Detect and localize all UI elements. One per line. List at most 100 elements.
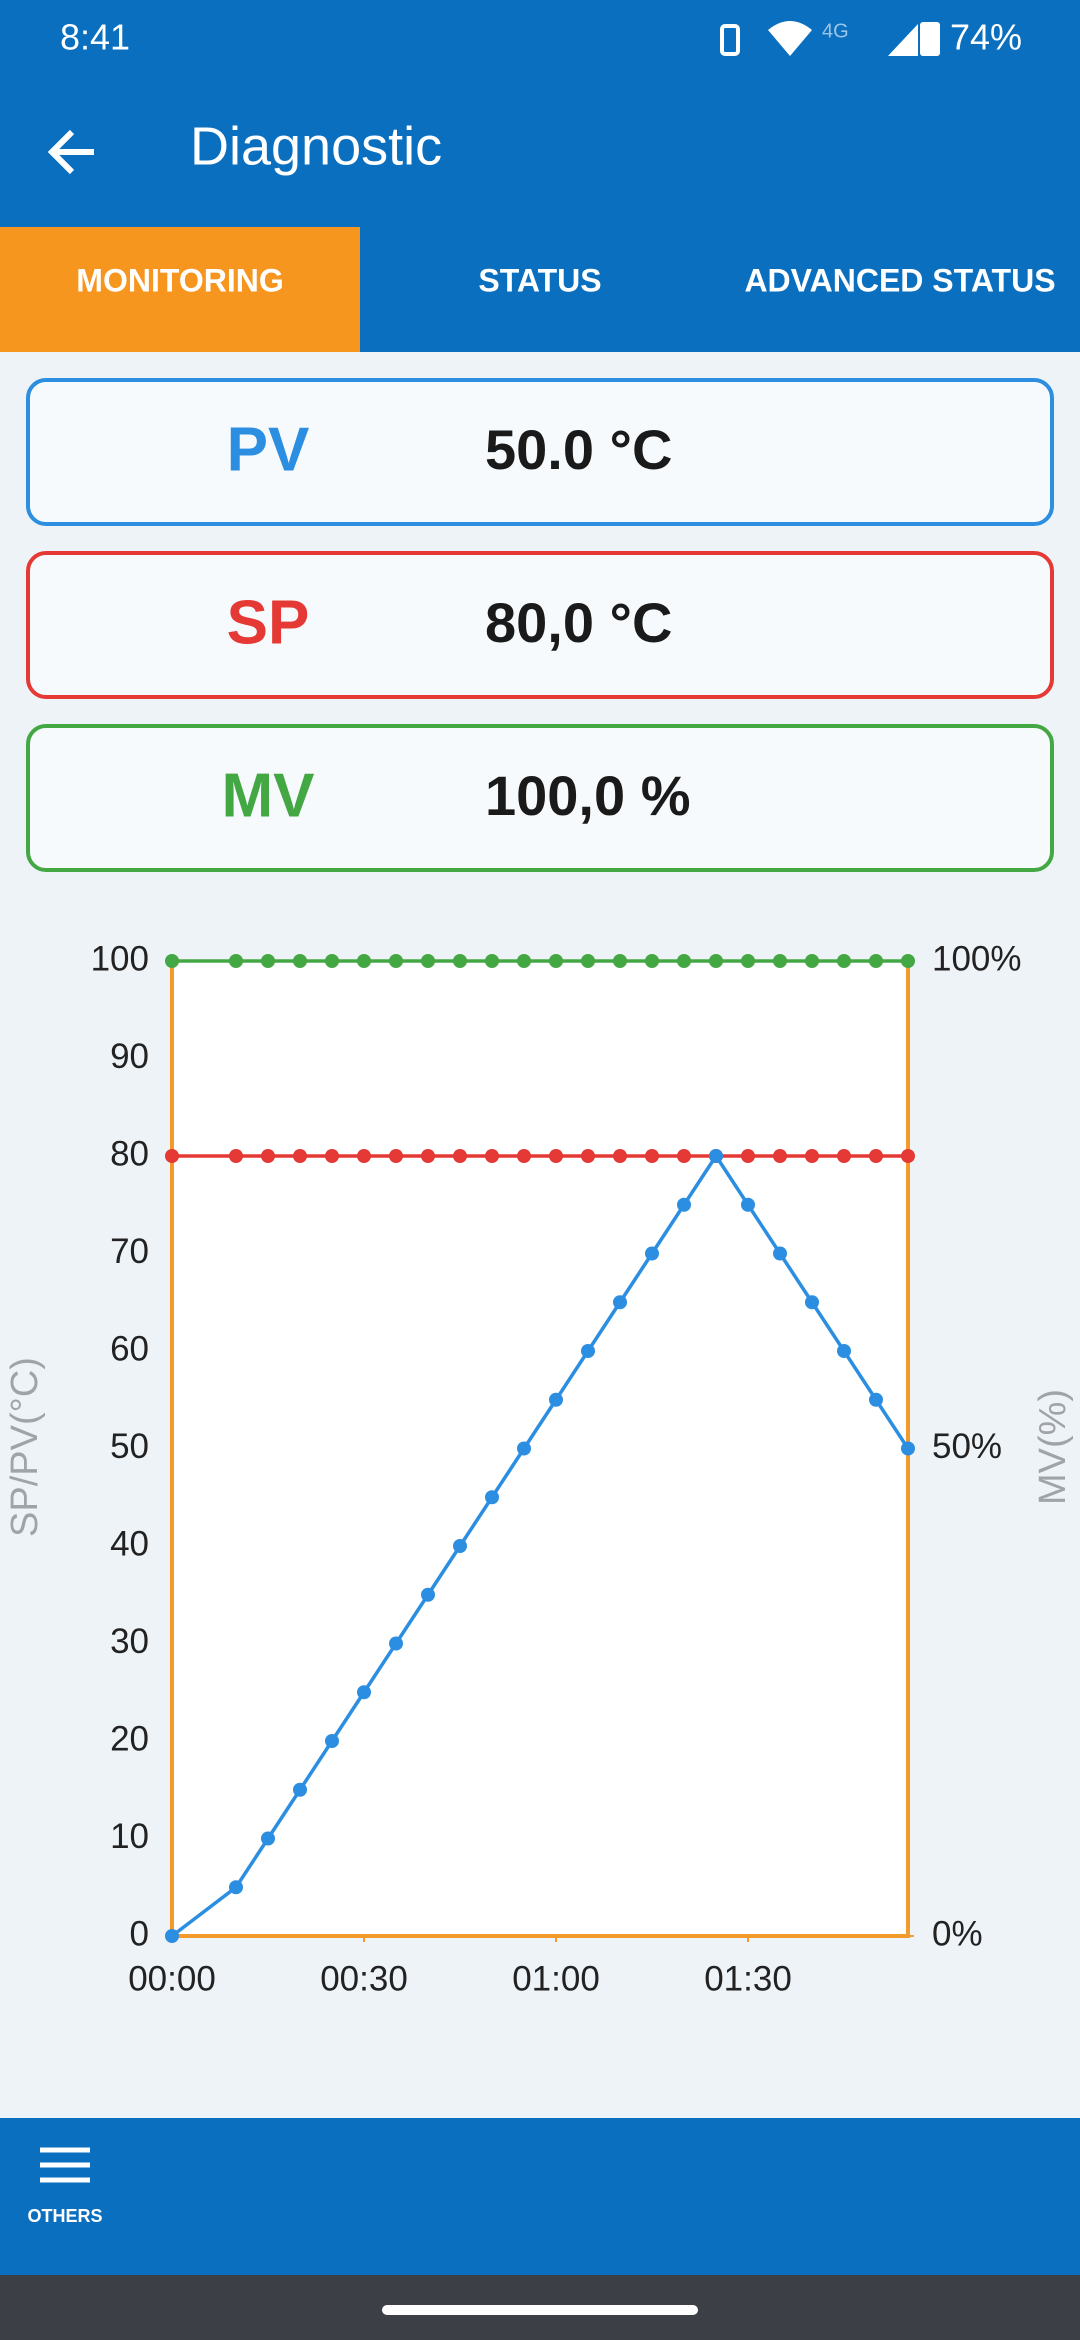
tab-label[interactable]: ADVANCED STATUS: [744, 262, 1055, 298]
card-label: MV: [222, 761, 315, 830]
vibrate-icon: [720, 24, 740, 56]
data-point: [229, 1149, 243, 1163]
tabs: MONITORING STATUS ADVANCED STATUS: [0, 227, 1056, 352]
x-tick-label: 01:30: [704, 1959, 792, 1998]
data-point: [837, 1149, 851, 1163]
y-tick-label: 90: [110, 1037, 149, 1076]
data-point: [549, 954, 563, 968]
data-point: [293, 1149, 307, 1163]
data-point: [837, 1344, 851, 1358]
y-tick-label: 10: [110, 1817, 149, 1856]
active-tab: [0, 227, 360, 352]
back-button[interactable]: [47, 129, 94, 175]
data-point: [869, 954, 883, 968]
y-axis-title: SP/PV(°C): [4, 1357, 46, 1537]
bottom-bar: [0, 2118, 1080, 2275]
cards: PV 50.0 °C SP 80,0 °C MV 100,0 %: [26, 378, 1054, 872]
data-point: [165, 1149, 179, 1163]
y-tick-label: 0: [130, 1914, 149, 1953]
data-point: [677, 954, 691, 968]
data-point: [229, 1880, 243, 1895]
data-point: [901, 1441, 915, 1456]
y-tick-label: 100: [91, 939, 149, 978]
data-point: [805, 1149, 819, 1163]
data-point: [901, 954, 915, 968]
data-point: [741, 954, 755, 968]
data-point: [613, 1149, 627, 1163]
value-card: [26, 724, 1054, 872]
y2-tick-label: 50%: [932, 1427, 1002, 1466]
data-point: [869, 1392, 883, 1407]
battery-level: 74%: [950, 17, 1022, 58]
plot-area: [172, 961, 908, 1936]
screen-title: Diagnostic: [190, 116, 442, 176]
data-point: [389, 1149, 403, 1163]
x-tick-label: 01:00: [512, 1959, 600, 1998]
x-tick-label: 00:00: [128, 1959, 216, 1998]
tab-label[interactable]: STATUS: [478, 262, 601, 298]
card-value: 80,0 °C: [485, 591, 672, 654]
data-point: [389, 954, 403, 968]
y-tick-label: 80: [110, 1134, 149, 1173]
data-point: [293, 954, 307, 968]
data-point: [165, 954, 179, 968]
y-tick-label: 20: [110, 1719, 149, 1758]
data-point: [517, 1441, 531, 1456]
data-point: [773, 1246, 787, 1261]
data-point: [517, 1149, 531, 1163]
value-card: [26, 378, 1054, 526]
data-point: [453, 1539, 467, 1553]
card-value: 50.0 °C: [485, 418, 672, 481]
value-card: [26, 551, 1054, 699]
y-tick-label: 70: [110, 1232, 149, 1271]
data-point: [581, 1344, 595, 1358]
network-type: 4G: [822, 20, 849, 42]
x-tick-label: 00:30: [320, 1959, 408, 1998]
status-icons: [720, 21, 940, 56]
data-point: [485, 954, 499, 968]
data-point: [421, 954, 435, 968]
home-handle[interactable]: [382, 2305, 698, 2315]
data-point: [581, 1149, 595, 1163]
y2-tick-label: 0%: [932, 1914, 983, 1953]
data-point: [773, 954, 787, 968]
data-point: [421, 1149, 435, 1163]
clock: 8:41: [60, 17, 130, 58]
data-point: [325, 1734, 339, 1748]
data-point: [677, 1149, 691, 1163]
data-point: [741, 1149, 755, 1163]
data-point: [837, 954, 851, 968]
data-point: [421, 1587, 435, 1602]
y-tick-label: 50: [110, 1427, 149, 1466]
data-point: [645, 954, 659, 968]
y-tick-label: 60: [110, 1329, 149, 1368]
data-point: [709, 1149, 723, 1163]
data-point: [805, 1295, 819, 1310]
menu-icon[interactable]: [40, 2147, 90, 2183]
data-point: [773, 1149, 787, 1163]
data-point: [869, 1149, 883, 1163]
data-point: [613, 1295, 627, 1310]
data-point: [709, 954, 723, 968]
data-point: [357, 1685, 371, 1700]
battery-icon: [920, 22, 940, 56]
chart: 0 10 20 30 40 50 60 70 80 90 100 0% 50% 100% 00:00 00:3…: [4, 939, 1074, 1998]
data-point: [357, 954, 371, 968]
data-point: [261, 954, 275, 968]
y-tick-label: 30: [110, 1622, 149, 1661]
y2-tick-label: 100%: [932, 939, 1022, 978]
tab-label[interactable]: MONITORING: [76, 262, 283, 298]
data-point: [805, 954, 819, 968]
data-point: [453, 954, 467, 968]
data-point: [229, 954, 243, 968]
card-label: SP: [227, 588, 310, 657]
y-tick-label: 40: [110, 1524, 149, 1563]
nav-label[interactable]: OTHERS: [27, 2206, 102, 2226]
data-point: [741, 1197, 755, 1212]
data-point: [325, 1149, 339, 1163]
data-point: [357, 1149, 371, 1163]
wifi-icon: [768, 21, 812, 56]
data-point: [645, 1246, 659, 1261]
